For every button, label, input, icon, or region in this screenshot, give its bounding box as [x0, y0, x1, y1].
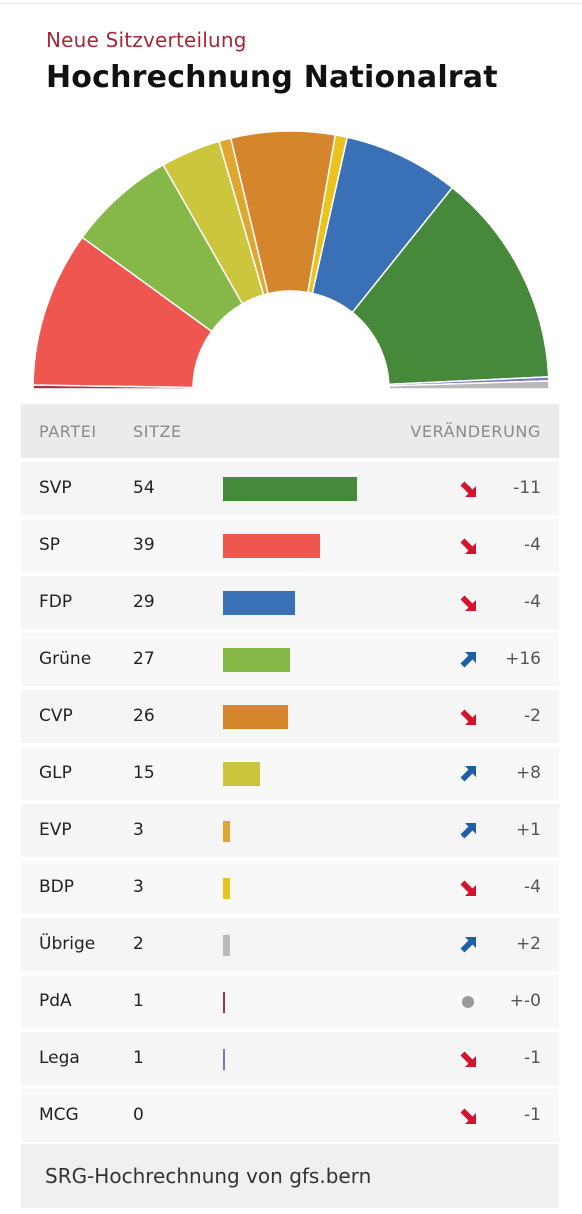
seat-bar [223, 648, 290, 672]
col-party-header: PARTEI [39, 422, 97, 441]
table-row: CVP 26 -2 [21, 690, 559, 743]
table-row: BDP 3 -4 [21, 861, 559, 914]
seat-bar [223, 821, 231, 842]
source-footer: SRG-Hochrechnung von gfs.bern [21, 1144, 559, 1208]
seat-count: 54 [133, 478, 155, 498]
seat-count: 2 [133, 934, 144, 954]
party-name: PdA [39, 991, 72, 1011]
party-name: CVP [39, 706, 73, 726]
arrow-down-right-icon [460, 595, 476, 611]
table-row: MCG 0 -1 [21, 1089, 559, 1142]
seat-bar [223, 591, 295, 615]
source-text: SRG-Hochrechnung von gfs.bern [45, 1164, 372, 1188]
party-name: MCG [39, 1105, 79, 1125]
seat-bar [223, 1049, 225, 1070]
party-name: FDP [39, 592, 73, 612]
seat-bar [223, 477, 357, 501]
table-row: SP 39 -4 [21, 519, 559, 572]
party-name: Übrige [39, 934, 96, 954]
seat-change: +8 [515, 763, 541, 783]
seat-bar [223, 705, 288, 729]
arrow-down-right-icon [460, 1108, 476, 1124]
arrow-up-right-icon [460, 766, 476, 782]
party-name: SVP [39, 478, 72, 498]
seat-count: 1 [133, 991, 144, 1011]
table-row: EVP 3 +1 [21, 804, 559, 857]
arrow-down-right-icon [460, 1051, 476, 1067]
seat-change: -4 [524, 535, 541, 555]
seat-change: -11 [513, 478, 541, 498]
top-divider [0, 3, 582, 4]
seat-count: 27 [133, 649, 155, 669]
arrow-up-right-icon [460, 823, 476, 839]
party-name: Lega [39, 1048, 80, 1068]
table-row: Grüne 27 +16 [21, 633, 559, 686]
party-name: BDP [39, 877, 75, 897]
seat-change: -1 [524, 1048, 541, 1068]
page-title: Hochrechnung Nationalrat [46, 60, 498, 95]
seat-change: -4 [524, 592, 541, 612]
seat-bar [223, 878, 231, 899]
table-row: GLP 15 +8 [21, 747, 559, 800]
seat-change: -2 [524, 706, 541, 726]
seat-change: -4 [524, 877, 541, 897]
seat-count: 15 [133, 763, 155, 783]
header: Neue Sitzverteilung Hochrechnung Nationa… [46, 28, 498, 95]
seat-bar [223, 992, 225, 1013]
seat-bar [223, 935, 230, 956]
hemicycle-chart [32, 130, 550, 390]
arrow-down-right-icon [460, 709, 476, 725]
seat-bar [223, 534, 320, 558]
kicker: Neue Sitzverteilung [46, 28, 247, 52]
table-row: Lega 1 -1 [21, 1032, 559, 1085]
col-seats-header: SITZE [133, 422, 182, 441]
seat-count: 29 [133, 592, 155, 612]
table-row: FDP 29 -4 [21, 576, 559, 629]
arrow-down-right-icon [460, 880, 476, 896]
arrow-down-right-icon [460, 538, 476, 554]
col-change-header: VERÄNDERUNG [410, 422, 541, 441]
arrow-up-right-icon [460, 937, 476, 953]
seat-count: 0 [133, 1105, 144, 1125]
hemicycle-segment-übrige [388, 380, 550, 390]
seat-change: +16 [505, 649, 541, 669]
arrow-down-right-icon [460, 481, 476, 497]
arrow-up-right-icon [460, 652, 476, 668]
party-name: SP [39, 535, 61, 555]
table-row: PdA 1 +-0 [21, 975, 559, 1028]
table-row: Übrige 2 +2 [21, 918, 559, 971]
table-body: SVP 54 -11 SP 39 -4 FDP 29 -4 Grüne 27 +16 CVP 26 -2 GL… [21, 462, 559, 1142]
dot-icon [462, 996, 474, 1008]
party-name: EVP [39, 820, 72, 840]
results-table: PARTEI SITZE VERÄNDERUNG SVP 54 -11 SP 39 -4 F… [21, 404, 559, 1142]
hemicycle-segment-svp [351, 186, 550, 386]
seat-count: 3 [133, 877, 144, 897]
table-row: SVP 54 -11 [21, 462, 559, 515]
table-header: PARTEI SITZE VERÄNDERUNG [21, 404, 559, 458]
seat-count: 26 [133, 706, 155, 726]
seat-change: +2 [515, 934, 541, 954]
seat-change: +-0 [509, 991, 541, 1011]
seat-count: 3 [133, 820, 144, 840]
seat-count: 1 [133, 1048, 144, 1068]
seat-change: -1 [524, 1105, 541, 1125]
party-name: Grüne [39, 649, 92, 669]
seat-change: +1 [515, 820, 541, 840]
party-name: GLP [39, 763, 72, 783]
seat-bar [223, 762, 261, 786]
seat-count: 39 [133, 535, 155, 555]
